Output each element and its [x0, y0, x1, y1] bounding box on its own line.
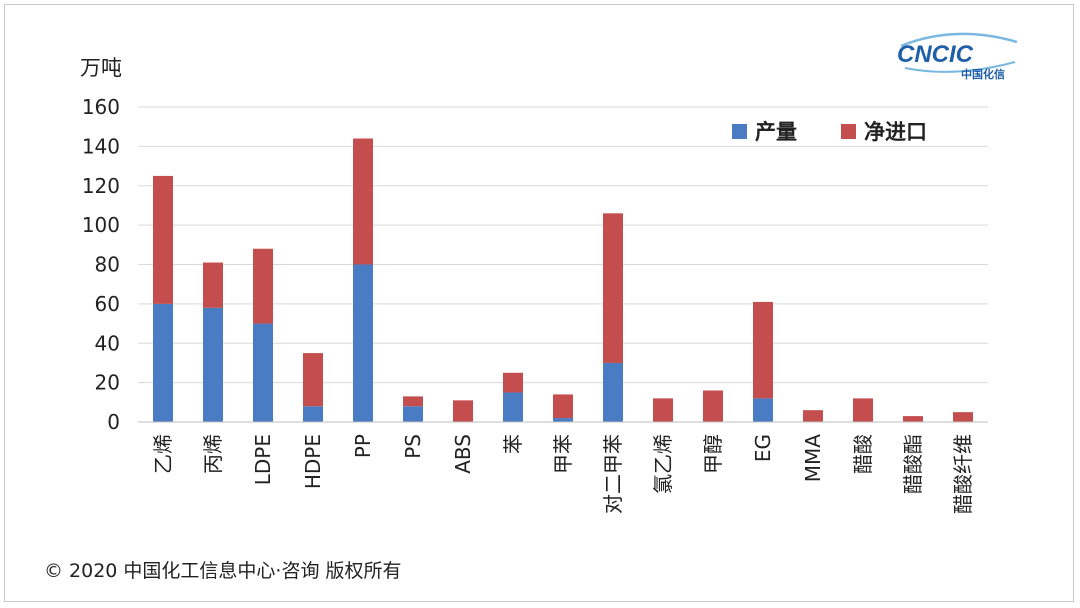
y-tick-20: 20: [95, 371, 120, 395]
bar-production-0: [153, 303, 173, 422]
x-tick-13: MMA: [801, 434, 825, 483]
x-tick-7: 苯: [501, 434, 525, 454]
bar-net-import-0: [153, 175, 173, 304]
x-tick-2: LDPE: [251, 434, 275, 485]
logo-swoosh-bottom: [904, 61, 1016, 73]
bar-production-3: [303, 406, 323, 422]
y-tick-120: 120: [82, 174, 120, 198]
legend-item-net-import: 净进口: [841, 116, 927, 146]
x-tick-15: 醋酸酯: [901, 434, 925, 494]
legend-swatch-production: [732, 123, 747, 139]
logo-subtext: 中国化信: [961, 67, 1005, 81]
bar-net-import-8: [553, 394, 573, 419]
bar-net-import-6: [453, 400, 473, 422]
bar-net-import-1: [203, 262, 223, 308]
bar-net-import-2: [253, 248, 273, 324]
copyright-footer: © 2020 中国化工信息中心·咨询 版权所有: [44, 560, 402, 582]
bar-net-import-13: [803, 410, 823, 422]
bars: [153, 138, 973, 422]
x-tick-3: HDPE: [301, 434, 325, 489]
bar-production-1: [203, 307, 223, 422]
legend: 产量 净进口: [732, 116, 971, 146]
bar-production-8: [553, 418, 573, 422]
bar-net-import-9: [603, 213, 623, 363]
bar-net-import-3: [303, 353, 323, 407]
gridlines: [138, 106, 988, 384]
cncic-logo: CNCIC 中国化信: [897, 32, 1018, 81]
logo-swoosh-top: [900, 32, 1018, 48]
bar-production-12: [753, 398, 773, 422]
x-tick-12: EG: [751, 434, 775, 462]
y-tick-0: 0: [107, 410, 120, 434]
bar-production-4: [353, 264, 373, 422]
bar-net-import-16: [953, 412, 973, 422]
bar-net-import-14: [853, 398, 873, 422]
bar-production-7: [503, 392, 523, 422]
bar-net-import-4: [353, 138, 373, 265]
x-tick-16: 醋酸纤维: [951, 434, 975, 514]
legend-label-net-import: 净进口: [864, 120, 927, 144]
x-tick-labels: 乙烯 丙烯 LDPE HDPE PP PS ABS 苯甲苯 对二甲苯 氯乙烯 甲醇 EG MMA 醋酸 醋酸…: [151, 434, 975, 514]
bar-net-import-7: [503, 372, 523, 393]
y-tick-80: 80: [95, 253, 120, 277]
bar-net-import-10: [653, 398, 673, 422]
x-tick-5: PS: [401, 434, 425, 459]
y-tick-labels: 0 20 40 60 80 100 120 140 160: [82, 95, 120, 434]
legend-label-production: 产量: [755, 120, 797, 144]
x-tick-11: 甲醇: [701, 434, 725, 474]
y-tick-140: 140: [82, 134, 120, 158]
y-tick-60: 60: [95, 292, 120, 316]
chart-frame: [4, 4, 1074, 602]
bar-net-import-15: [903, 416, 923, 422]
x-tick-0: 乙烯: [151, 434, 175, 474]
logo-text: CNCIC: [897, 41, 974, 68]
bar-production-9: [603, 362, 623, 422]
y-tick-160: 160: [82, 95, 120, 119]
x-tick-6: ABS: [451, 434, 475, 474]
x-tick-1: 丙烯: [201, 434, 225, 474]
bar-net-import-11: [703, 390, 723, 422]
x-tick-14: 醋酸: [851, 434, 875, 474]
bar-production-5: [403, 406, 423, 422]
bar-net-import-5: [403, 396, 423, 407]
bar-production-2: [253, 323, 273, 422]
x-tick-4: PP: [351, 434, 375, 458]
bar-net-import-12: [753, 301, 773, 399]
y-axis-label: 万吨: [80, 56, 122, 80]
y-tick-40: 40: [95, 331, 120, 355]
x-tick-10: 氯乙烯: [651, 434, 675, 494]
legend-swatch-net-import: [841, 123, 856, 139]
y-tick-100: 100: [82, 213, 120, 237]
x-tick-9: 对二甲苯: [601, 434, 625, 514]
x-tick-8: 甲苯: [551, 434, 575, 474]
legend-item-production: 产量: [732, 116, 797, 146]
